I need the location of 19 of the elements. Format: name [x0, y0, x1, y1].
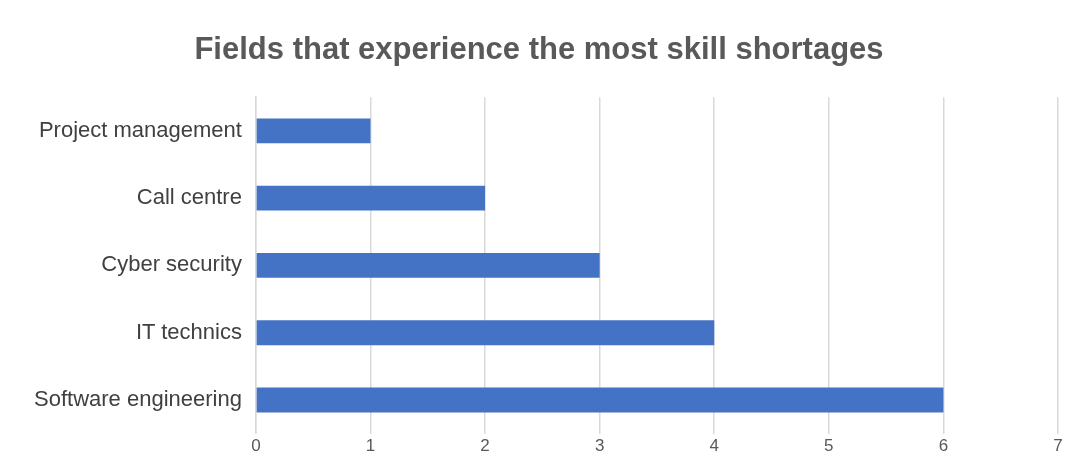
x-tick-label: 6: [938, 436, 949, 456]
x-tick-label: 3: [594, 436, 605, 456]
x-tick-label: 0: [251, 436, 261, 456]
x-tick-label: 1: [365, 436, 376, 456]
bar: [256, 185, 486, 211]
y-tick-label: IT technics: [135, 318, 242, 344]
bar: [256, 320, 715, 346]
x-tick-label: 7: [1053, 436, 1063, 456]
x-tick-label: 5: [824, 436, 834, 456]
bar: [256, 252, 600, 278]
y-tick-label: Software engineering: [33, 386, 242, 412]
y-tick-label: Project management: [38, 116, 242, 142]
bar: [256, 387, 944, 413]
bar: [256, 118, 371, 144]
y-tick-label: Cyber security: [101, 251, 242, 277]
x-tick-label: 4: [709, 436, 719, 456]
x-tick-label: 2: [480, 436, 490, 456]
chart-title: Fields that experience the most skill shortages: [194, 31, 884, 67]
y-tick-label: Call centre: [136, 184, 242, 210]
